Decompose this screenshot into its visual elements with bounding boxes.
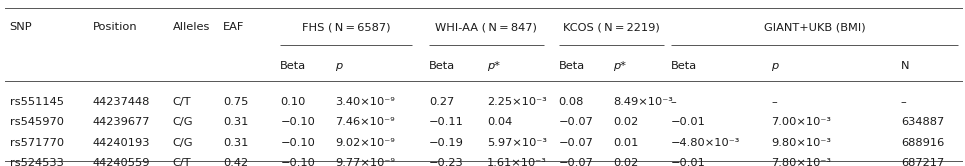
- Text: 0.27: 0.27: [428, 97, 455, 107]
- Text: −0.10: −0.10: [280, 158, 316, 166]
- Text: 0.31: 0.31: [223, 118, 249, 127]
- Text: 44240559: 44240559: [93, 158, 151, 166]
- Text: 634887: 634887: [900, 118, 944, 127]
- Text: –: –: [900, 97, 906, 107]
- Text: rs571770: rs571770: [10, 138, 64, 148]
- Text: Beta: Beta: [280, 61, 307, 71]
- Text: –: –: [671, 97, 676, 107]
- Text: Alleles: Alleles: [173, 22, 210, 32]
- Text: GIANT+UKB (BMI): GIANT+UKB (BMI): [763, 22, 866, 32]
- Text: p: p: [771, 61, 779, 71]
- Text: −0.10: −0.10: [280, 138, 316, 148]
- Text: 44240193: 44240193: [93, 138, 151, 148]
- Text: Beta: Beta: [671, 61, 697, 71]
- Text: 0.04: 0.04: [486, 118, 512, 127]
- Text: C/T: C/T: [173, 158, 191, 166]
- Text: 0.42: 0.42: [223, 158, 248, 166]
- Text: 0.31: 0.31: [223, 138, 249, 148]
- Text: −0.23: −0.23: [428, 158, 463, 166]
- Text: 687217: 687217: [900, 158, 944, 166]
- Text: −0.01: −0.01: [671, 118, 705, 127]
- Text: −0.01: −0.01: [671, 158, 705, 166]
- Text: −0.11: −0.11: [428, 118, 464, 127]
- Text: 3.40×10⁻⁹: 3.40×10⁻⁹: [336, 97, 396, 107]
- Text: SNP: SNP: [10, 22, 32, 32]
- Text: Beta: Beta: [428, 61, 455, 71]
- Text: 5.97×10⁻³: 5.97×10⁻³: [486, 138, 547, 148]
- Text: 1.61×10⁻³: 1.61×10⁻³: [486, 158, 547, 166]
- Text: −4.80×10⁻³: −4.80×10⁻³: [671, 138, 740, 148]
- Text: 44239677: 44239677: [93, 118, 151, 127]
- Text: 0.01: 0.01: [614, 138, 639, 148]
- Text: −0.19: −0.19: [428, 138, 464, 148]
- Text: 688916: 688916: [900, 138, 944, 148]
- Text: 0.10: 0.10: [280, 97, 306, 107]
- Text: WHI-AA ( N = 847): WHI-AA ( N = 847): [435, 22, 537, 32]
- Text: N: N: [900, 61, 909, 71]
- Text: rs545970: rs545970: [10, 118, 64, 127]
- Text: 9.80×10⁻³: 9.80×10⁻³: [771, 138, 832, 148]
- Text: −0.07: −0.07: [559, 138, 593, 148]
- Text: 2.25×10⁻³: 2.25×10⁻³: [486, 97, 546, 107]
- Text: Beta: Beta: [559, 61, 585, 71]
- Text: 9.77×10⁻⁹: 9.77×10⁻⁹: [336, 158, 396, 166]
- Text: 7.46×10⁻⁹: 7.46×10⁻⁹: [336, 118, 395, 127]
- Text: C/G: C/G: [173, 118, 193, 127]
- Text: rs524533: rs524533: [10, 158, 64, 166]
- Text: 7.80×10⁻³: 7.80×10⁻³: [771, 158, 832, 166]
- Text: EAF: EAF: [223, 22, 245, 32]
- Text: p: p: [336, 61, 343, 71]
- Text: 8.49×10⁻³: 8.49×10⁻³: [614, 97, 674, 107]
- Text: KCOS ( N = 2219): KCOS ( N = 2219): [563, 22, 660, 32]
- Text: −0.10: −0.10: [280, 118, 316, 127]
- Text: −0.07: −0.07: [559, 118, 593, 127]
- Text: p*: p*: [614, 61, 626, 71]
- Text: 0.08: 0.08: [559, 97, 584, 107]
- Text: 0.75: 0.75: [223, 97, 249, 107]
- Text: p*: p*: [486, 61, 500, 71]
- Text: C/T: C/T: [173, 97, 191, 107]
- Text: 0.02: 0.02: [614, 158, 639, 166]
- Text: rs551145: rs551145: [10, 97, 64, 107]
- Text: FHS ( N = 6587): FHS ( N = 6587): [302, 22, 390, 32]
- Text: C/G: C/G: [173, 138, 193, 148]
- Text: 44237448: 44237448: [93, 97, 151, 107]
- Text: 9.02×10⁻⁹: 9.02×10⁻⁹: [336, 138, 396, 148]
- Text: Position: Position: [93, 22, 138, 32]
- Text: −0.07: −0.07: [559, 158, 593, 166]
- Text: 0.02: 0.02: [614, 118, 639, 127]
- Text: 7.00×10⁻³: 7.00×10⁻³: [771, 118, 832, 127]
- Text: –: –: [771, 97, 777, 107]
